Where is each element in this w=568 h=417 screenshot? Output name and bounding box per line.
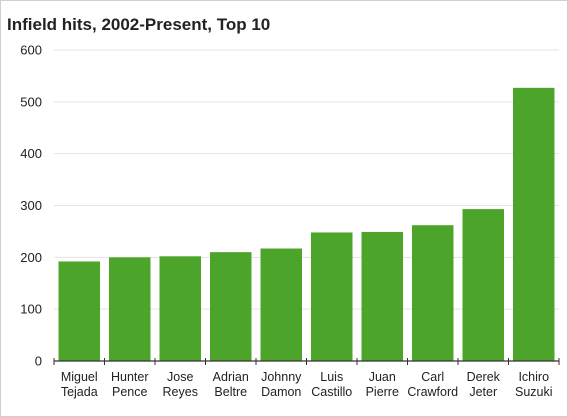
chart-title: Infield hits, 2002-Present, Top 10 [7, 15, 271, 34]
y-tick-label: 100 [20, 302, 42, 317]
y-tick-label: 300 [20, 198, 42, 213]
x-tick-label: Ichiro Suzuki [515, 370, 553, 399]
x-tick-label: Jose Reyes [163, 370, 198, 399]
bar [361, 231, 403, 361]
x-tick-label: Hunter Pence [111, 370, 149, 399]
x-tick-label-line: Johnny [261, 370, 302, 384]
x-tick-label-line: Carl [421, 370, 444, 384]
bar [58, 261, 100, 361]
bar [109, 257, 151, 361]
y-tick-label: 500 [20, 94, 42, 109]
x-tick-label-line: Damon [261, 385, 301, 399]
y-tick-label: 600 [20, 43, 42, 58]
x-tick-label-line: Derek [467, 370, 501, 384]
x-tick-label-line: Adrian [213, 370, 249, 384]
x-tick-label-line: Luis [320, 370, 343, 384]
x-tick-label-line: Jose [167, 370, 193, 384]
x-tick-label-line: Miguel [61, 370, 98, 384]
y-axis: 0 100 200 300 400 500 600 [20, 43, 42, 369]
x-tick-label-line: Reyes [163, 385, 198, 399]
bar [311, 232, 353, 361]
x-tick-label-line: Juan [369, 370, 396, 384]
y-tick-label: 0 [35, 354, 42, 369]
x-tick-label-line: Suzuki [515, 385, 553, 399]
y-tick-label: 200 [20, 250, 42, 265]
x-tick-label-line: Pierre [366, 385, 399, 399]
x-tick-label-line: Tejada [61, 385, 98, 399]
x-tick-label-line: Ichiro [518, 370, 549, 384]
x-tick-label-line: Castillo [311, 385, 352, 399]
x-tick-label: Adrian Beltre [213, 370, 249, 399]
bar [412, 225, 454, 361]
bar [462, 209, 504, 361]
x-tick-label: Derek Jeter [467, 370, 501, 399]
x-tick-label: Luis Castillo [311, 370, 352, 399]
x-tick-label-line: Beltre [214, 385, 247, 399]
x-axis: Miguel Tejada Hunter Pence Jose Reyes Adrian Be… [53, 358, 560, 399]
x-tick-label: Johnny Damon [261, 370, 302, 399]
x-tick-label-line: Hunter [111, 370, 149, 384]
bar [210, 252, 252, 361]
y-tick-label: 400 [20, 146, 42, 161]
bar [260, 248, 302, 361]
x-tick-label-line: Jeter [469, 385, 497, 399]
x-tick-label-line: Pence [112, 385, 147, 399]
bar [159, 256, 201, 361]
x-tick-label: Juan Pierre [366, 370, 399, 399]
bar [513, 87, 555, 362]
x-tick-label-line: Crawford [407, 385, 458, 399]
x-tick-label: Miguel Tejada [61, 370, 98, 399]
x-tick-label: Carl Crawford [407, 370, 458, 399]
bars [58, 87, 555, 362]
